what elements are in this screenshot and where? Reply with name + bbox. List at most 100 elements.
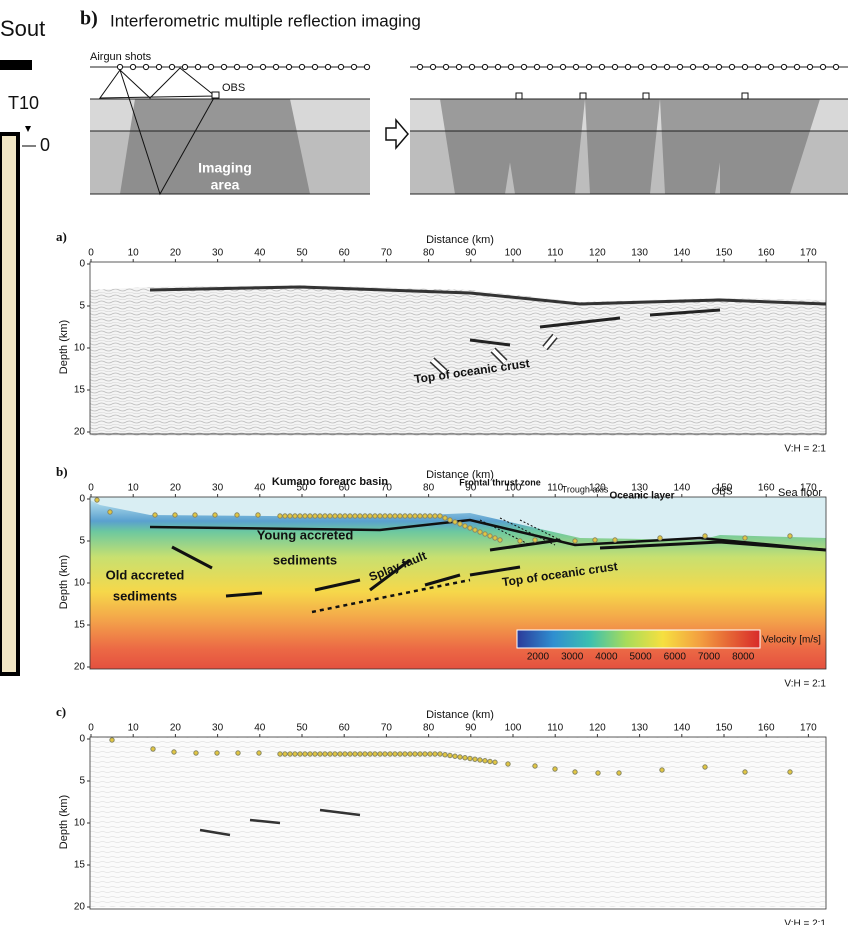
obs-dot [333,514,337,518]
obs-dot [173,513,177,517]
shot [117,64,122,69]
panel-label: b) [56,464,68,479]
shot [677,64,682,69]
x-tick-label: 90 [465,248,477,259]
obs-dot [488,759,492,763]
shot [612,64,617,69]
ratio-label: V:H = 2:1 [784,919,826,925]
schematic-title: Interferometric multiple reflection imag… [110,11,421,30]
y-tick-label: 5 [79,301,85,312]
obs-dot [658,536,662,540]
x-tick-label: 10 [128,483,140,494]
annotation: OBS [711,487,732,498]
shot [547,64,552,69]
obs-dot [468,756,472,760]
x-tick-label: 170 [800,248,817,259]
x-tick-label: 130 [631,248,648,259]
y-tick-label: 10 [74,578,86,589]
colorbar-tick-label: 8000 [732,652,755,663]
colorbar-tick-label: 6000 [664,652,687,663]
obs-dot [303,514,307,518]
obs-dot [358,514,362,518]
colorbar-tick-label: 7000 [698,652,721,663]
shot [417,64,422,69]
obs-dot [488,534,492,538]
shot [195,64,200,69]
shot [247,64,252,69]
obs-dot [743,536,747,540]
obs-dot [478,530,482,534]
x-axis-title: Distance (km) [426,709,494,721]
shot [794,64,799,69]
obs-dot [308,514,312,518]
imaging-label: Imaging [198,160,252,176]
obs-dot [213,513,217,517]
obs-dot [453,520,457,524]
obs-dot [493,536,497,540]
airgun-label: Airgun shots [90,51,152,63]
obs-dot [423,514,427,518]
shot [182,64,187,69]
obs-dot [343,514,347,518]
obs-dot [428,752,432,756]
x-tick-label: 120 [589,248,606,259]
obs-dot [313,514,317,518]
x-tick-label: 70 [381,723,393,734]
obs-dot [256,513,260,517]
x-tick-label: 160 [758,248,775,259]
obs-dot [363,752,367,756]
shot [742,64,747,69]
annotation: Sea floor [778,487,822,499]
obs-dot [308,752,312,756]
shot [638,64,643,69]
obs-dot [613,538,617,542]
shot [599,64,604,69]
obs-dot [553,767,557,771]
obs-dot [478,758,482,762]
cropped-panel [0,134,18,674]
obs-dot [338,752,342,756]
x-tick-label: 120 [589,723,606,734]
annotation: sediments [113,588,177,603]
ratio-label: V:H = 2:1 [784,679,826,690]
obs-dot [443,753,447,757]
x-tick-label: 100 [505,248,522,259]
obs-dot [593,538,597,542]
colorbar-tick-label: 4000 [595,652,618,663]
y-tick-label: 20 [74,902,86,913]
obs-dot [348,514,352,518]
annotation: Young accreted [257,527,354,542]
shot [820,64,825,69]
imaging-label: area [211,177,240,193]
obs-dot [473,528,477,532]
obs-dot [448,753,452,757]
obs-dot [298,752,302,756]
obs-dot [463,756,467,760]
obs-dot [318,514,322,518]
x-tick-label: 30 [212,483,224,494]
obs-dot [483,759,487,763]
obs-dot [433,752,437,756]
obs-dot [328,752,332,756]
obs-dot [363,514,367,518]
annotation: Frontal thrust zone [459,477,541,487]
obs-dot [438,514,442,518]
shot [716,64,721,69]
obs-dot [573,539,577,543]
shot [273,64,278,69]
obs-dot [596,771,600,775]
x-axis-title: Distance (km) [426,234,494,246]
shot [260,64,265,69]
y-tick-label: 10 [74,343,86,354]
shot [781,64,786,69]
figure: Sout T10 0 b) Interferometric multiple r… [0,0,848,925]
obs-dot [573,770,577,774]
shot [325,64,330,69]
shot [234,64,239,69]
y-tick-label: 20 [74,662,86,673]
cropped-marker [25,126,31,132]
shot [221,64,226,69]
obs-dot [278,514,282,518]
obs-dot [373,514,377,518]
shot [521,64,526,69]
